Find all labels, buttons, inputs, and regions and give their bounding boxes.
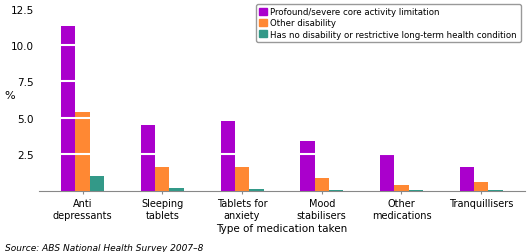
- Bar: [235, 168, 249, 191]
- Legend: Profound/severe core activity limitation, Other disability, Has no disability or: Profound/severe core activity limitation…: [256, 5, 521, 43]
- Bar: [460, 168, 474, 191]
- Bar: [76, 113, 90, 191]
- Bar: [380, 155, 394, 191]
- Bar: [474, 182, 488, 191]
- Bar: [409, 190, 423, 191]
- Bar: [300, 142, 315, 191]
- Bar: [488, 190, 503, 191]
- Bar: [329, 190, 343, 191]
- X-axis label: Type of medication taken: Type of medication taken: [216, 223, 348, 233]
- Bar: [90, 176, 104, 191]
- Bar: [61, 27, 76, 191]
- Bar: [155, 168, 169, 191]
- Bar: [315, 178, 329, 191]
- Bar: [249, 190, 263, 191]
- Bar: [221, 121, 235, 191]
- Bar: [169, 188, 184, 191]
- Bar: [394, 185, 409, 191]
- Bar: [141, 125, 155, 191]
- Y-axis label: %: %: [4, 90, 15, 100]
- Text: Source: ABS National Health Survey 2007–8: Source: ABS National Health Survey 2007–…: [5, 243, 204, 252]
